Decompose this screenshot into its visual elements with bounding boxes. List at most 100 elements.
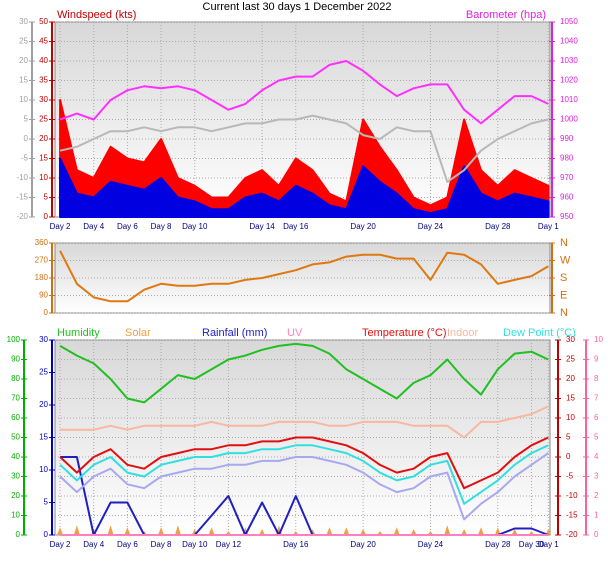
series-line xyxy=(59,436,549,490)
y-tick-label: 0 xyxy=(566,452,571,461)
y-tick-label: 980 xyxy=(560,154,574,163)
solar-spike xyxy=(343,527,350,535)
legend-label: Dew Point (°C) xyxy=(503,327,576,339)
y-tick-label: 80 xyxy=(11,374,20,383)
solar-spike xyxy=(494,527,501,535)
y-tick-label: 1040 xyxy=(560,37,578,46)
y-tick-label: 1020 xyxy=(560,76,578,85)
y-tick-label: 0 xyxy=(594,530,599,539)
y-tick-label: 0 xyxy=(44,212,49,221)
y-tick-label: 100 xyxy=(7,335,21,344)
y-tick-label: 50 xyxy=(39,17,48,26)
y-tick-label: 25 xyxy=(566,355,575,364)
legend-label: UV xyxy=(287,327,303,339)
y-tick-label: 30 xyxy=(39,95,48,104)
legend-label: Temperature (°C) xyxy=(362,327,446,339)
solar-spike xyxy=(174,525,181,535)
y-tick-label: 270 xyxy=(35,256,49,265)
y-tick-label: 25 xyxy=(39,115,48,124)
x-tick-label: Day 10 xyxy=(182,222,208,231)
series-area xyxy=(59,157,550,218)
solar-spike xyxy=(326,527,333,535)
solar-spike xyxy=(444,525,451,535)
series-line xyxy=(59,452,549,521)
y-tick-label: -15 xyxy=(16,193,28,202)
y-tick-label: 25 xyxy=(39,368,48,377)
solar-spike xyxy=(73,525,80,535)
series-line xyxy=(59,60,549,125)
y-tick-label: 10 xyxy=(11,511,20,520)
y-tick-label: W xyxy=(560,254,571,266)
y-tick-label: -20 xyxy=(16,212,28,221)
x-tick-label: Day 16 xyxy=(283,540,309,549)
x-tick-label: Day 8 xyxy=(151,540,172,549)
y-tick-label: 5 xyxy=(594,433,599,442)
y-tick-label: 35 xyxy=(39,76,48,85)
solar-spike xyxy=(410,529,417,535)
y-tick-label: -15 xyxy=(566,511,578,520)
solar-spike xyxy=(360,529,367,535)
y-tick-label: 9 xyxy=(594,355,599,364)
y-tick-label: 90 xyxy=(39,291,48,300)
y2-axis-title: Barometer (hpa) xyxy=(466,9,546,21)
solar-spike xyxy=(393,527,400,535)
y-tick-label: 45 xyxy=(39,37,48,46)
y-tick-label: 960 xyxy=(560,193,574,202)
series-line xyxy=(59,250,549,303)
solar-spike xyxy=(208,527,215,535)
y-tick-label: 180 xyxy=(35,273,49,282)
y-tick-label: 30 xyxy=(11,472,20,481)
y-tick-label: S xyxy=(560,272,567,284)
y-tick-label: 3 xyxy=(594,472,599,481)
y-tick-label: -20 xyxy=(566,530,578,539)
plot-area xyxy=(54,242,551,314)
x-tick-label: Day 28 xyxy=(485,222,511,231)
legend-label: Humidity xyxy=(57,327,100,339)
y-tick-label: 30 xyxy=(19,17,28,26)
series-area xyxy=(59,99,550,218)
y-tick-label: 50 xyxy=(11,433,20,442)
y-tick-label: 20 xyxy=(566,374,575,383)
y-tick-label: 950 xyxy=(560,212,574,221)
x-tick-label: Day 24 xyxy=(418,540,444,549)
y-tick-label: 1030 xyxy=(560,56,578,65)
y-tick-label: 0 xyxy=(16,530,21,539)
x-tick-label: Day 2 xyxy=(50,222,71,231)
y-tick-label: 15 xyxy=(39,154,48,163)
y-tick-label: 25 xyxy=(19,37,28,46)
x-tick-label: Day 24 xyxy=(418,222,444,231)
y-tick-label: 1050 xyxy=(560,17,578,26)
y-tick-label: 20 xyxy=(39,134,48,143)
x-tick-label: Day 1 xyxy=(538,540,559,549)
series-line xyxy=(60,405,549,439)
solar-spike xyxy=(477,527,484,535)
y-tick-label: 360 xyxy=(35,238,49,247)
y-tick-label: 10 xyxy=(594,335,603,344)
y-tick-label: 20 xyxy=(39,400,48,409)
y-tick-label: 5 xyxy=(44,193,49,202)
y-tick-label: 70 xyxy=(11,394,20,403)
y-tick-label: 20 xyxy=(11,491,20,500)
x-tick-label: Day 8 xyxy=(151,222,172,231)
solar-spike xyxy=(259,529,266,535)
y-tick-label: 0 xyxy=(44,308,49,317)
solar-spike xyxy=(124,527,131,535)
y-tick-label: N xyxy=(560,307,568,319)
y-tick-label: 10 xyxy=(39,465,48,474)
y-tick-label: 1 xyxy=(594,511,599,520)
solar-spike xyxy=(511,529,518,535)
y-tick-label: E xyxy=(560,289,567,301)
x-tick-label: Day 6 xyxy=(117,222,138,231)
x-tick-label: Day 20 xyxy=(350,540,376,549)
y-tick-label: -5 xyxy=(566,472,574,481)
x-tick-label: Day 4 xyxy=(83,540,104,549)
y-tick-label: 15 xyxy=(566,394,575,403)
y-tick-label: 5 xyxy=(566,433,571,442)
x-tick-label: Day 1 xyxy=(538,222,559,231)
y-tick-label: 1000 xyxy=(560,115,578,124)
y-tick-label: 60 xyxy=(11,413,20,422)
y-tick-label: 1010 xyxy=(560,95,578,104)
y-tick-label: 10 xyxy=(19,95,28,104)
y-tick-label: 10 xyxy=(39,173,48,182)
